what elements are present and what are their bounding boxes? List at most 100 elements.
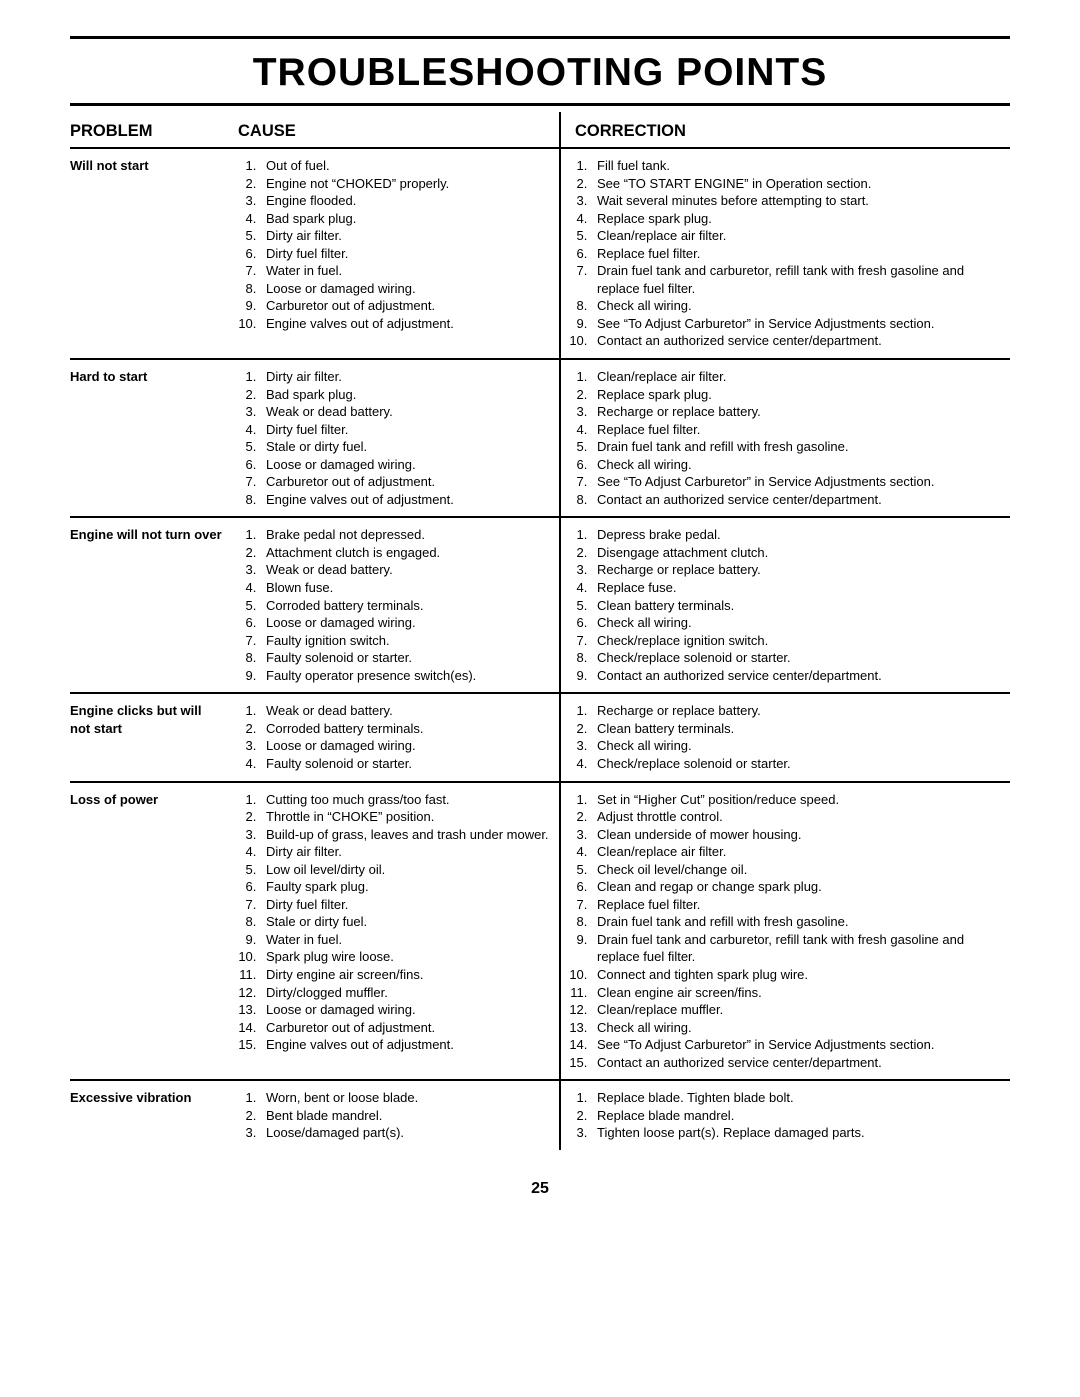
cause-item: Stale or dirty fuel. [260, 913, 553, 931]
cause-item: Dirty engine air screen/fins. [260, 966, 553, 984]
correction-item: Disengage attachment clutch. [591, 544, 1004, 562]
correction-item: Replace fuel filter. [591, 896, 1004, 914]
cause-item: Throttle in “CHOKE” position. [260, 808, 553, 826]
correction-item: Check oil level/change oil. [591, 861, 1004, 879]
cause-item: Engine valves out of adjustment. [260, 315, 553, 333]
cause-item: Stale or dirty fuel. [260, 438, 553, 456]
table-body: Will not start Out of fuel.Engine not “CH… [70, 148, 1010, 1150]
table-row: Hard to startDirty air filter.Bad spark … [70, 359, 1010, 517]
cause-item: Engine not “CHOKED” properly. [260, 175, 553, 193]
cause-list: Brake pedal not depressed.Attachment clu… [230, 526, 553, 684]
problem-cell: Excessive vibration [70, 1080, 230, 1150]
cause-item: Loose or damaged wiring. [260, 280, 553, 298]
cause-item: Cutting too much grass/too fast. [260, 791, 553, 809]
correction-item: Clean underside of mower housing. [591, 826, 1004, 844]
problem-cell: Loss of power [70, 782, 230, 1081]
correction-item: Contact an authorized service center/dep… [591, 491, 1004, 509]
correction-cell: Recharge or replace battery.Clean batter… [560, 693, 1010, 781]
correction-item: Clean and regap or change spark plug. [591, 878, 1004, 896]
problem-cell: Engine clicks but will not start [70, 693, 230, 781]
correction-list: Replace blade. Tighten blade bolt.Replac… [561, 1089, 1004, 1142]
correction-item: Tighten loose part(s). Replace damaged p… [591, 1124, 1004, 1142]
correction-item: Wait several minutes before attempting t… [591, 192, 1004, 210]
cause-item: Out of fuel. [260, 157, 553, 175]
correction-item: See “To Adjust Carburetor” in Service Ad… [591, 315, 1004, 333]
cause-item: Carburetor out of adjustment. [260, 1019, 553, 1037]
correction-list: Set in “Higher Cut” position/reduce spee… [561, 791, 1004, 1072]
correction-item: Clean battery terminals. [591, 720, 1004, 738]
correction-cell: Replace blade. Tighten blade bolt.Replac… [560, 1080, 1010, 1150]
correction-item: Clean/replace air filter. [591, 227, 1004, 245]
problem-label: Engine clicks but will not start [70, 702, 224, 737]
cause-item: Corroded battery terminals. [260, 597, 553, 615]
correction-item: Replace spark plug. [591, 210, 1004, 228]
correction-item: Adjust throttle control. [591, 808, 1004, 826]
correction-item: Contact an authorized service center/dep… [591, 1054, 1004, 1072]
cause-item: Engine flooded. [260, 192, 553, 210]
cause-item: Blown fuse. [260, 579, 553, 597]
correction-item: Replace fuse. [591, 579, 1004, 597]
correction-item: Replace blade. Tighten blade bolt. [591, 1089, 1004, 1107]
cause-item: Loose or damaged wiring. [260, 614, 553, 632]
correction-item: Recharge or replace battery. [591, 561, 1004, 579]
correction-item: Clean/replace air filter. [591, 843, 1004, 861]
correction-cell: Fill fuel tank.See “TO START ENGINE” in … [560, 148, 1010, 359]
correction-item: Set in “Higher Cut” position/reduce spee… [591, 791, 1004, 809]
cause-cell: Dirty air filter.Bad spark plug.Weak or … [230, 359, 560, 517]
correction-item: See “To Adjust Carburetor” in Service Ad… [591, 1036, 1004, 1054]
cause-item: Dirty fuel filter. [260, 245, 553, 263]
cause-item: Dirty air filter. [260, 227, 553, 245]
rule-bottom [70, 103, 1010, 106]
cause-item: Loose or damaged wiring. [260, 1001, 553, 1019]
cause-item: Faulty spark plug. [260, 878, 553, 896]
correction-item: Check/replace solenoid or starter. [591, 755, 1004, 773]
cause-item: Build-up of grass, leaves and trash unde… [260, 826, 553, 844]
correction-item: Drain fuel tank and carburetor, refill t… [591, 262, 1004, 297]
cause-item: Worn, bent or loose blade. [260, 1089, 553, 1107]
correction-item: Recharge or replace battery. [591, 403, 1004, 421]
correction-item: See “To Adjust Carburetor” in Service Ad… [591, 473, 1004, 491]
correction-item: Check all wiring. [591, 614, 1004, 632]
cause-item: Bent blade mandrel. [260, 1107, 553, 1125]
cause-item: Faulty solenoid or starter. [260, 755, 553, 773]
correction-list: Fill fuel tank.See “TO START ENGINE” in … [561, 157, 1004, 350]
table-row: Loss of power Cutting too much grass/too … [70, 782, 1010, 1081]
problem-label: Excessive vibration [70, 1089, 224, 1107]
cause-item: Attachment clutch is engaged. [260, 544, 553, 562]
cause-cell: Weak or dead battery.Corroded battery te… [230, 693, 560, 781]
col-header-cause: CAUSE [230, 112, 560, 148]
cause-item: Faulty operator presence switch(es). [260, 667, 553, 685]
cause-list: Dirty air filter.Bad spark plug.Weak or … [230, 368, 553, 508]
correction-cell: Set in “Higher Cut” position/reduce spee… [560, 782, 1010, 1081]
correction-item: Recharge or replace battery. [591, 702, 1004, 720]
correction-cell: Depress brake pedal.Disengage attachment… [560, 517, 1010, 693]
cause-item: Weak or dead battery. [260, 561, 553, 579]
page-number: 25 [70, 1180, 1010, 1198]
correction-item: Check all wiring. [591, 456, 1004, 474]
col-header-correction: CORRECTION [560, 112, 1010, 148]
cause-item: Engine valves out of adjustment. [260, 491, 553, 509]
cause-item: Engine valves out of adjustment. [260, 1036, 553, 1054]
correction-item: Replace spark plug. [591, 386, 1004, 404]
table-row: Excessive vibration Worn, bent or loose b… [70, 1080, 1010, 1150]
problem-label: Will not start [70, 157, 224, 175]
table-header-row: PROBLEM CAUSE CORRECTION [70, 112, 1010, 148]
table-row: Engine clicks but will not startWeak or … [70, 693, 1010, 781]
correction-item: See “TO START ENGINE” in Operation secti… [591, 175, 1004, 193]
correction-item: Replace fuel filter. [591, 421, 1004, 439]
correction-item: Connect and tighten spark plug wire. [591, 966, 1004, 984]
correction-item: Drain fuel tank and refill with fresh ga… [591, 913, 1004, 931]
correction-item: Clean/replace muffler. [591, 1001, 1004, 1019]
cause-cell: Out of fuel.Engine not “CHOKED” properly… [230, 148, 560, 359]
cause-list: Worn, bent or loose blade.Bent blade man… [230, 1089, 553, 1142]
correction-item: Replace fuel filter. [591, 245, 1004, 263]
cause-item: Spark plug wire loose. [260, 948, 553, 966]
correction-item: Clean engine air screen/fins. [591, 984, 1004, 1002]
correction-item: Check all wiring. [591, 737, 1004, 755]
cause-item: Dirty/clogged muffler. [260, 984, 553, 1002]
cause-item: Loose/damaged part(s). [260, 1124, 553, 1142]
cause-item: Loose or damaged wiring. [260, 737, 553, 755]
cause-item: Loose or damaged wiring. [260, 456, 553, 474]
correction-list: Clean/replace air filter.Replace spark p… [561, 368, 1004, 508]
correction-item: Check all wiring. [591, 297, 1004, 315]
